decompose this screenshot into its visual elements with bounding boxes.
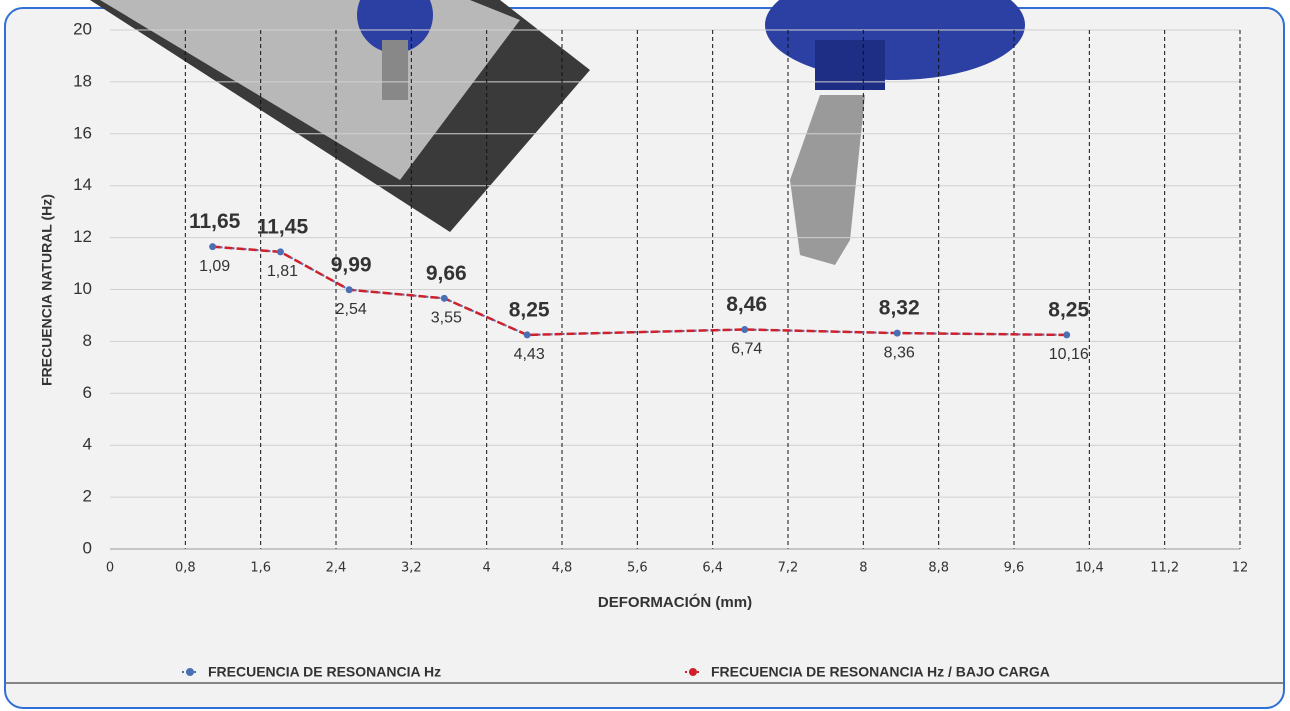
decoration: [60, 0, 1025, 265]
marker: [345, 286, 353, 294]
y-tick-label: 0: [83, 538, 92, 557]
y-tick-label: 10: [73, 279, 92, 298]
y-tick-label: 12: [73, 227, 92, 246]
y-axis-title: FRECUENCIA NATURAL (Hz): [39, 194, 55, 386]
x-tick-label: 0: [106, 561, 114, 576]
legend-marker: [689, 668, 697, 676]
x-tick-label: 4: [483, 561, 491, 576]
marker: [440, 294, 448, 302]
marker: [523, 331, 531, 339]
x-tick-label: 11,2: [1150, 561, 1179, 576]
data-label: 8,32: [879, 297, 920, 320]
x-value-label: 1,09: [199, 258, 230, 275]
legend-label: FRECUENCIA DE RESONANCIA Hz / BAJO CARGA: [711, 664, 1050, 680]
legend-marker: [186, 668, 194, 676]
marker: [1063, 331, 1071, 339]
marker: [276, 248, 284, 256]
marker: [209, 243, 217, 251]
x-value-label: 8,36: [884, 344, 915, 361]
x-tick-label: 4,8: [552, 561, 573, 576]
x-tick-label: 0,8: [175, 561, 196, 576]
data-label: 11,65: [189, 210, 241, 233]
x-axis-title: DEFORMACIÓN (mm): [598, 593, 752, 611]
y-tick-label: 2: [83, 487, 92, 506]
x-value-label: 4,43: [514, 346, 545, 363]
x-value-label: 3,55: [431, 310, 462, 327]
frame: [4, 7, 1285, 709]
y-tick-label: 18: [73, 71, 92, 90]
x-tick-label: 12: [1232, 561, 1249, 576]
x-tick-label: 7,2: [778, 561, 799, 576]
y-tick-label: 16: [73, 123, 92, 142]
data-label: 8,46: [726, 293, 767, 316]
x-tick-label: 8: [859, 561, 867, 576]
x-tick-label: 1,6: [250, 561, 271, 576]
x-tick-label: 6,4: [702, 561, 723, 576]
y-tick-label: 6: [83, 383, 92, 402]
data-label: 8,25: [1048, 298, 1089, 321]
x-value-label: 1,81: [267, 263, 298, 280]
x-tick-label: 5,6: [627, 561, 648, 576]
data-label: 11,45: [257, 215, 309, 238]
marker: [741, 325, 749, 333]
x-value-label: 2,54: [336, 301, 367, 318]
y-tick-label: 8: [83, 331, 92, 350]
x-tick-label: 3,2: [401, 561, 422, 576]
marker: [893, 329, 901, 337]
x-tick-label: 9,6: [1004, 561, 1025, 576]
x-tick-label: 8,8: [928, 561, 949, 576]
x-value-label: 6,74: [731, 341, 762, 358]
y-tick-label: 14: [73, 175, 92, 194]
y-tick-label: 20: [73, 19, 92, 38]
data-label: 9,99: [331, 253, 372, 276]
x-tick-label: 10,4: [1075, 561, 1104, 576]
x-tick-label: 2,4: [326, 561, 347, 576]
data-label: 9,66: [426, 262, 467, 285]
y-tick-label: 4: [83, 435, 92, 454]
data-label: 8,25: [509, 298, 550, 321]
legend-label: FRECUENCIA DE RESONANCIA Hz: [208, 664, 441, 680]
series-line: [212, 245, 1067, 337]
x-value-label: 10,16: [1049, 346, 1089, 363]
